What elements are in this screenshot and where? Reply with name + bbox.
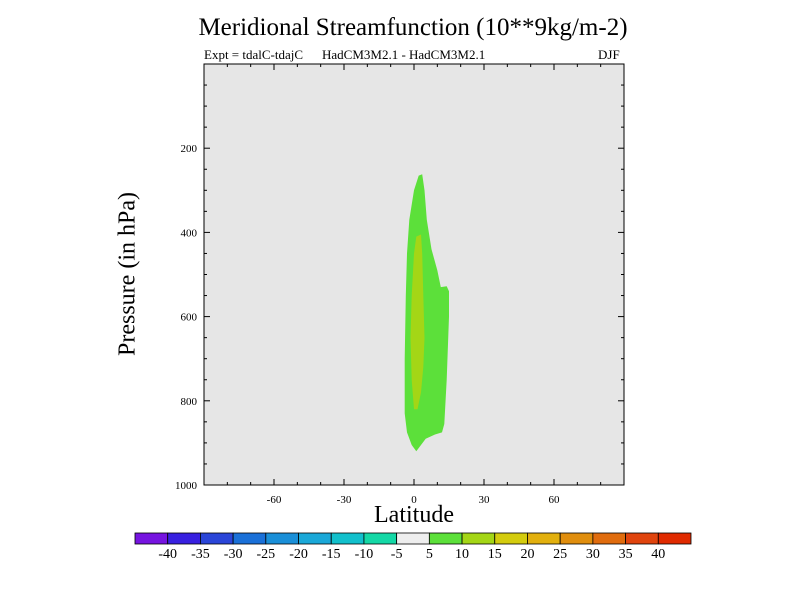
colorbar-swatch	[134, 532, 169, 545]
colorbar-swatch	[298, 532, 332, 545]
colorbar-label: -40	[158, 547, 177, 562]
colorbar-label: -20	[289, 547, 308, 562]
colorbar-swatch	[625, 532, 659, 545]
colorbar-swatch	[428, 532, 463, 545]
colorbar-label: 10	[455, 547, 469, 562]
colorbar-label: -25	[256, 547, 275, 562]
y-tick-label: 800	[181, 396, 198, 408]
models-label: HadCM3M2.1 - HadCM3M2.1	[322, 47, 486, 62]
y-tick-label: 400	[181, 227, 198, 239]
x-tick-label: -30	[337, 494, 352, 506]
colorbar-label: -35	[191, 547, 210, 562]
colorbar-swatch	[396, 532, 430, 545]
colorbar-swatch	[200, 532, 234, 545]
y-tick-label: 600	[181, 312, 198, 324]
colorbar-swatch	[592, 532, 626, 545]
colorbar-label: 25	[553, 547, 567, 562]
contour-region-10-15	[410, 234, 425, 410]
x-tick-label: 30	[479, 494, 491, 506]
colorbar-label: 30	[586, 547, 600, 562]
colorbar-swatch	[657, 532, 692, 545]
colorbar-swatch	[265, 532, 299, 545]
colorbar-swatch	[461, 532, 496, 545]
colorbar-swatch	[232, 532, 267, 545]
colorbar-label: -5	[391, 547, 403, 562]
y-tick-label: 200	[181, 143, 198, 155]
colorbar-swatch	[559, 532, 594, 545]
colorbar-label: -10	[355, 547, 374, 562]
colorbar-label: 5	[426, 547, 433, 562]
colorbar-label: 40	[651, 547, 665, 562]
colorbar-label: -15	[322, 547, 341, 562]
colorbar-label: -30	[224, 547, 243, 562]
colorbar-swatch	[167, 532, 201, 545]
colorbar-swatch	[494, 532, 528, 545]
colorbar-swatch	[527, 532, 561, 545]
x-tick-label: 0	[411, 494, 417, 506]
colorbar-swatch	[363, 532, 398, 545]
experiment-label: Expt = tdalC-tdajC	[204, 47, 304, 62]
x-tick-label: 60	[549, 494, 561, 506]
x-axis-label: Latitude	[374, 502, 454, 528]
colorbar-label: 35	[619, 547, 633, 562]
y-tick-label: 1000	[175, 480, 198, 492]
chart-title: Meridional Streamfunction (10**9kg/m-2)	[198, 14, 628, 41]
colorbar-label: 15	[488, 547, 502, 562]
season-label: DJF	[598, 47, 620, 62]
x-tick-label: -60	[267, 494, 282, 506]
colorbar-label: 20	[520, 547, 534, 562]
colorbar-swatch	[330, 532, 365, 545]
y-axis-label: Pressure (in hPa)	[114, 192, 141, 356]
